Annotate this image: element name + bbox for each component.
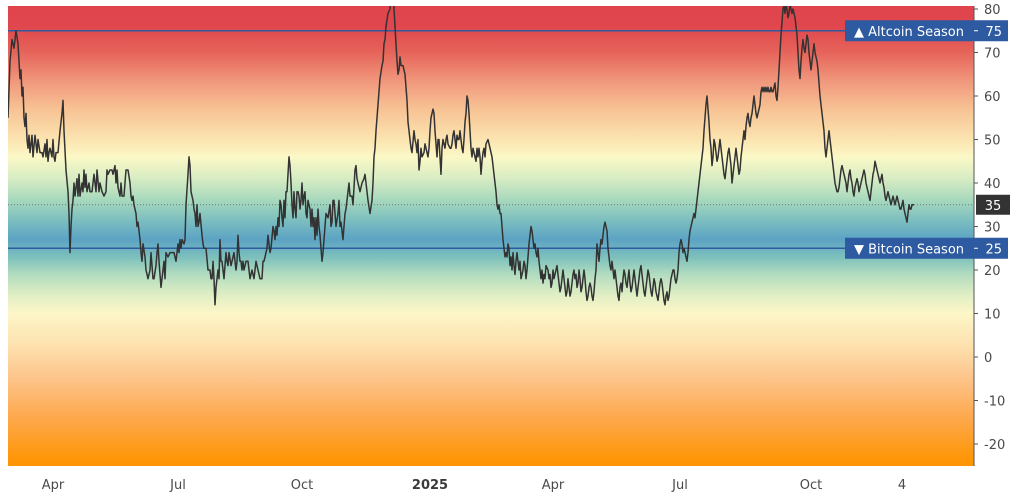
altcoin-index-line xyxy=(8,6,914,306)
y-tick-label: 50 xyxy=(984,134,1001,149)
bitcoin-season-badge: ▼ Bitcoin Season 25 xyxy=(845,237,1008,259)
x-tick-label: Jul xyxy=(169,478,186,493)
bitcoin-season-value: 25 xyxy=(985,242,1002,257)
y-tick-label: 70 xyxy=(984,47,1001,62)
altcoin-season-value: 75 xyxy=(985,25,1002,40)
x-tick-label: 4 xyxy=(898,478,906,493)
y-tick-label: 80 xyxy=(984,3,1001,18)
y-tick-label: -20 xyxy=(984,438,1005,453)
y-tick-label: -10 xyxy=(984,395,1005,410)
y-tick-label: 30 xyxy=(984,221,1001,236)
x-tick-label: Apr xyxy=(42,478,65,493)
y-tick-label: 0 xyxy=(984,351,992,366)
altcoin-season-badge: ▲ Altcoin Season 75 xyxy=(845,20,1008,42)
current-value-label: 35 xyxy=(985,199,1002,214)
x-tick-label: Apr xyxy=(542,478,565,493)
y-tick-label: 20 xyxy=(984,264,1001,279)
bitcoin-season-label: ▼ Bitcoin Season xyxy=(854,242,964,257)
x-tick-label: Oct xyxy=(291,478,313,493)
y-tick-label: 60 xyxy=(984,90,1001,105)
x-axis-ticks: Apr Jul Oct 2025 Apr Jul Oct 4 xyxy=(42,478,906,493)
y-axis-ticks: 80 70 60 50 40 30 20 10 0 -10 -20 xyxy=(974,3,1005,453)
y-tick-label: 10 xyxy=(984,308,1001,323)
x-tick-label: Jul xyxy=(671,478,688,493)
current-value-badge: 35 xyxy=(976,194,1010,215)
y-tick-label: 40 xyxy=(984,177,1001,192)
x-tick-label: Oct xyxy=(800,478,822,493)
heatmap-gradient-background xyxy=(8,6,974,466)
altcoin-season-label: ▲ Altcoin Season xyxy=(854,25,964,40)
x-tick-label: 2025 xyxy=(412,478,448,493)
